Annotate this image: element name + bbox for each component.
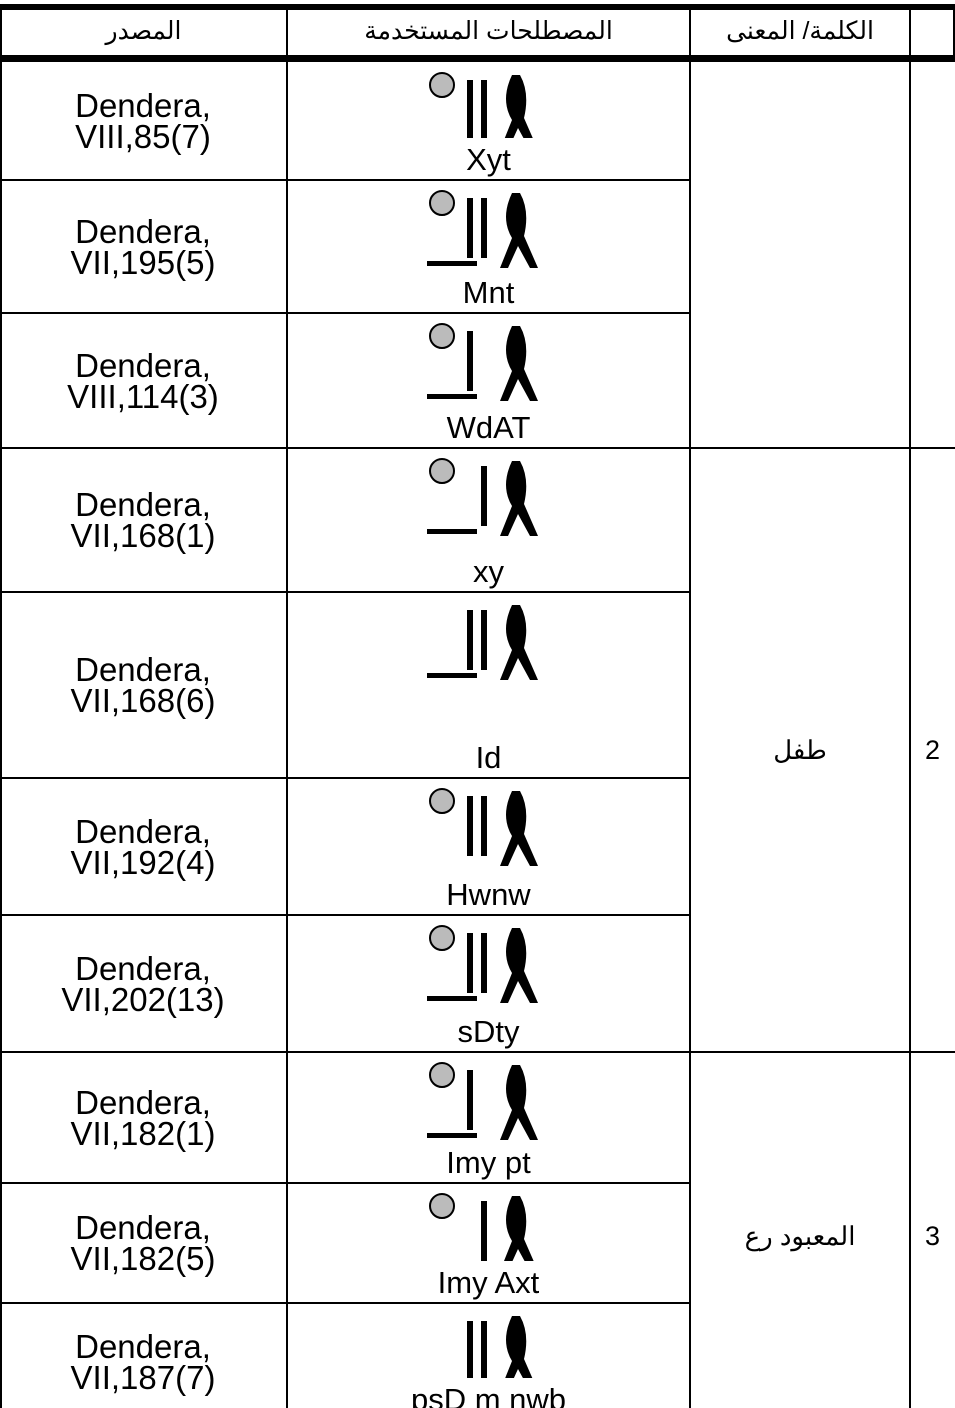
header-terms: المصطلحات المستخدمة — [364, 17, 613, 45]
term: Xyt — [466, 142, 511, 177]
term: xy — [473, 554, 504, 589]
hieroglyph-box — [417, 65, 557, 138]
column-rule — [909, 10, 911, 1408]
hieroglyph-box — [417, 918, 557, 1010]
term: Imy pt — [446, 1145, 531, 1180]
hieroglyph — [427, 190, 538, 268]
row-rule — [0, 1302, 690, 1304]
source: Dendera, VIII,85(7) — [75, 87, 211, 155]
row-rule — [0, 179, 690, 181]
hieroglyph-box — [417, 1186, 557, 1261]
column-rule — [953, 10, 955, 55]
hieroglyph — [429, 788, 538, 866]
hieroglyph-box — [417, 451, 557, 550]
term: psD m nwb — [410, 1382, 567, 1408]
rule — [0, 4, 955, 10]
term: WdAT — [446, 410, 531, 445]
source: Dendera, VII,202(13) — [61, 949, 225, 1018]
header-source: المصدر — [105, 17, 182, 45]
hieroglyph-box — [417, 183, 557, 271]
row-rule — [0, 777, 690, 779]
hieroglyph-box — [417, 1055, 557, 1141]
term: Id — [475, 740, 502, 775]
term: Hwnw — [446, 877, 531, 912]
column-rule — [286, 10, 288, 1408]
meaning: المعبود رع — [744, 1220, 856, 1251]
source: Dendera, VII,187(7) — [70, 1327, 216, 1396]
row-number: 3 — [924, 1220, 941, 1251]
hieroglyph — [429, 1193, 534, 1261]
source: Dendera, VII,168(1) — [70, 486, 216, 554]
source: Dendera, VII,195(5) — [70, 212, 216, 281]
row-number: 2 — [924, 734, 941, 765]
hieroglyph — [427, 605, 538, 680]
meaning: طفل — [773, 734, 827, 765]
hieroglyph-box — [417, 781, 557, 873]
column-rule — [689, 10, 691, 1408]
row-rule — [0, 1182, 690, 1184]
source: Dendera, VIII,114(3) — [67, 346, 219, 415]
hieroglyph — [427, 323, 538, 401]
term: Mnt — [462, 275, 515, 310]
row-rule — [0, 312, 690, 314]
source: Dendera, VII,182(1) — [70, 1083, 216, 1152]
hieroglyph — [429, 72, 533, 138]
term: Imy Axt — [437, 1265, 540, 1300]
term: sDty — [457, 1014, 520, 1049]
source: Dendera, VII,168(6) — [70, 651, 216, 719]
hieroglyph-box — [417, 316, 557, 406]
source: Dendera, VII,192(4) — [70, 812, 216, 881]
hieroglyph — [427, 458, 538, 536]
source: Dendera, VII,182(5) — [70, 1209, 216, 1277]
row-rule — [0, 914, 690, 916]
row-rule — [0, 591, 690, 593]
row-rule — [0, 447, 955, 449]
header-meaning: الكلمة/ المعنى — [726, 17, 874, 45]
hieroglyph — [427, 1062, 538, 1140]
row-rule — [0, 1051, 955, 1053]
hieroglyph-box — [417, 595, 557, 736]
hieroglyph — [467, 1316, 533, 1378]
column-rule — [0, 10, 2, 1408]
rule — [0, 55, 955, 62]
hieroglyph-box — [417, 1306, 557, 1378]
hieroglyph — [427, 925, 538, 1003]
